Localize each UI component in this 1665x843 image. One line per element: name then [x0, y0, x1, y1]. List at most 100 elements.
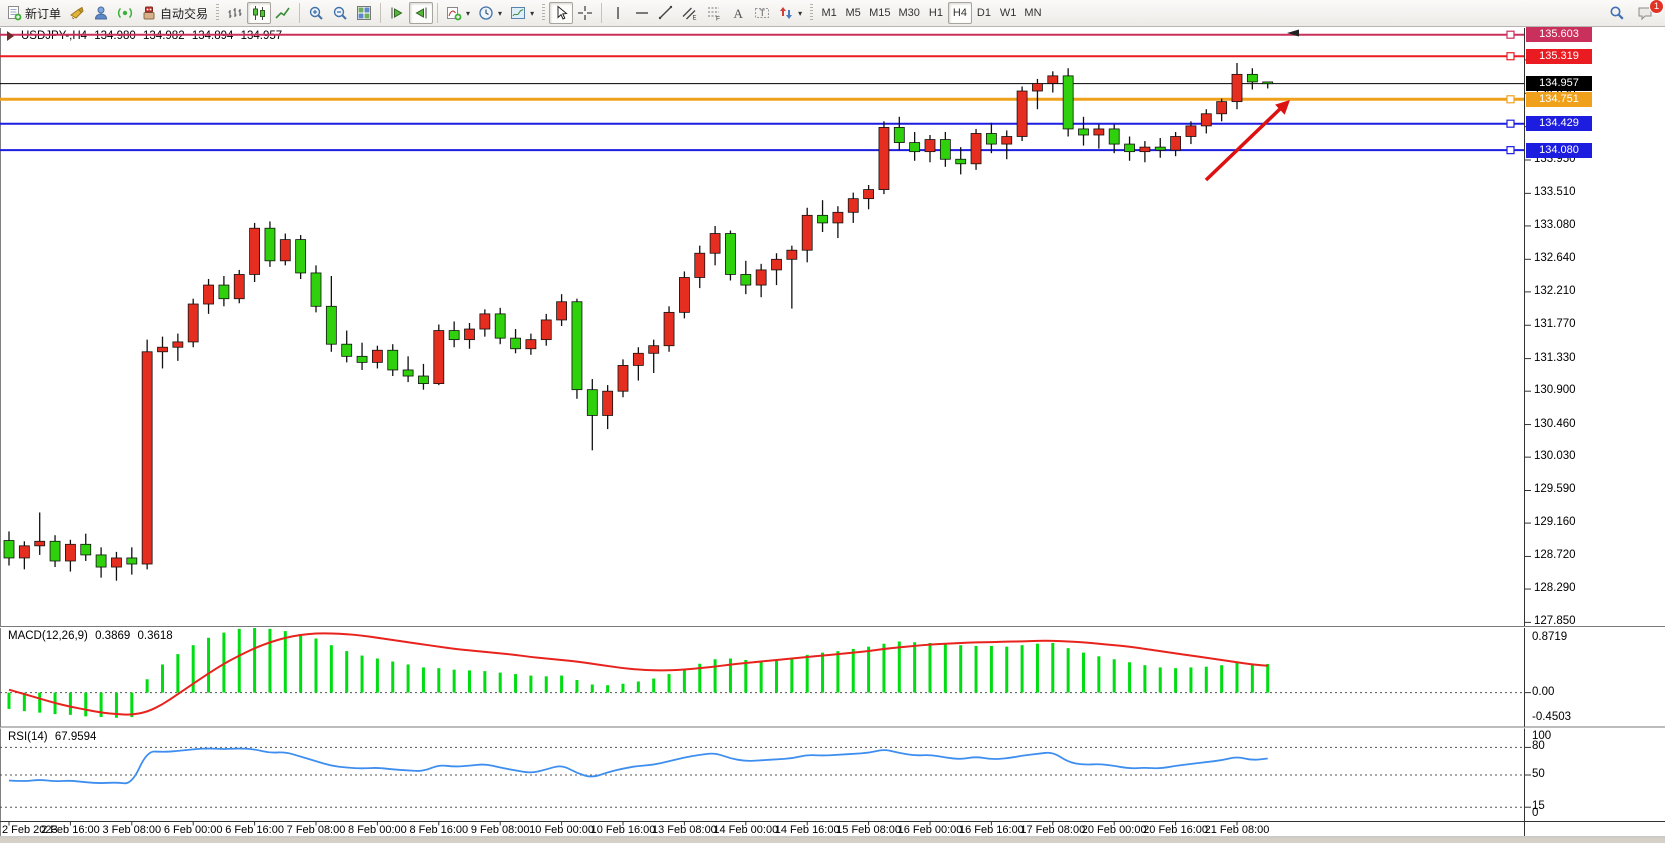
dropdown-caret-icon[interactable]: ▾ — [466, 8, 471, 18]
tf-M5[interactable]: M5 — [841, 2, 865, 24]
price-level-badge: 135.603 — [1526, 27, 1592, 43]
arrows-button[interactable]: ▾ — [774, 2, 806, 24]
toolbar-drag-handle[interactable] — [810, 4, 814, 22]
new-order-button-label: 新订单 — [25, 6, 62, 21]
time-tick-label: 8 Feb 16:00 — [409, 824, 469, 836]
time-tick-label: 3 Feb 08:00 — [102, 824, 162, 836]
price-tick-label: 128.720 — [1534, 549, 1576, 562]
vline-icon — [610, 5, 626, 21]
tf-H4[interactable]: H4 — [947, 2, 972, 24]
label-icon: T — [754, 5, 770, 21]
cursor-icon — [553, 5, 569, 21]
channel-button[interactable]: E — [678, 2, 702, 24]
time-tick-label: 21 Feb 08:00 — [1204, 824, 1270, 836]
tf-W1-label: W1 — [999, 7, 1017, 19]
time-tick-label: 6 Feb 00:00 — [163, 824, 223, 836]
time-tick-label: 14 Feb 00:00 — [713, 824, 779, 836]
price-tick-label: 129.160 — [1534, 516, 1576, 529]
market-watch-button[interactable] — [65, 2, 89, 24]
text-icon: A — [730, 5, 746, 21]
time-tick-label: 20 Feb 16:00 — [1143, 824, 1209, 836]
trendline-icon — [658, 5, 674, 21]
tf-H1[interactable]: H1 — [924, 2, 948, 24]
autotrading-button[interactable]: 自动交易 — [137, 2, 212, 24]
time-tick-label: 20 Feb 00:00 — [1081, 824, 1147, 836]
chart-canvas[interactable] — [0, 28, 1524, 836]
bar-chart-button[interactable] — [223, 2, 247, 24]
toolbar-separator — [601, 3, 603, 23]
tf-MN[interactable]: MN — [1020, 2, 1045, 24]
macd-min-label: -0.4503 — [1532, 711, 1572, 723]
toolbar-drag-handle[interactable] — [216, 4, 220, 22]
dropdown-caret-icon[interactable]: ▾ — [498, 8, 503, 18]
templates-button[interactable]: ▾ — [506, 2, 538, 24]
svg-text:E: E — [693, 16, 697, 22]
tf-D1[interactable]: D1 — [972, 2, 996, 24]
chart-close: 134.957 — [240, 30, 283, 42]
horn-icon — [69, 5, 85, 21]
tf-M15[interactable]: M15 — [865, 2, 894, 24]
candlestick-chart-button[interactable] — [247, 2, 272, 24]
price-tick-label: 129.590 — [1534, 483, 1576, 496]
time-tick-label: 2 Feb 2023 — [2, 824, 58, 836]
tf-H4-label: H4 — [952, 7, 967, 19]
macd-name: MACD(12,26,9) — [8, 630, 88, 642]
text-label-button[interactable]: T — [750, 2, 774, 24]
crosshair-button[interactable] — [573, 2, 597, 24]
time-tick-label: 9 Feb 08:00 — [470, 824, 530, 836]
tf-M1[interactable]: M1 — [817, 2, 841, 24]
new-order-button[interactable]: 新订单 — [2, 2, 65, 24]
rsi-value: 67.9594 — [54, 731, 97, 743]
macd-max-label: 0.8719 — [1532, 631, 1568, 643]
text-button[interactable]: A — [726, 2, 750, 24]
tile-windows-button[interactable] — [352, 2, 376, 24]
price-level-badge: 134.080 — [1526, 142, 1592, 158]
fibonacci-button[interactable]: F — [702, 2, 726, 24]
chart-open: 134.980 — [94, 30, 136, 42]
line-chart-button[interactable] — [271, 2, 295, 24]
tf-MN-label: MN — [1024, 7, 1042, 19]
tf-M1-label: M1 — [821, 7, 837, 19]
clock-icon — [478, 5, 494, 21]
autotrading-button-label: 自动交易 — [160, 6, 209, 21]
macd-label: MACD(12,26,9) 0.3869 0.3618 — [8, 630, 177, 642]
time-tick-label: 16 Feb 16:00 — [958, 824, 1024, 836]
zoom-out-button[interactable] — [328, 2, 352, 24]
cursor-button[interactable] — [549, 2, 574, 24]
price-level-badge: 134.429 — [1526, 116, 1592, 132]
horizontal-line-button[interactable] — [630, 2, 654, 24]
dropdown-caret-icon[interactable]: ▾ — [798, 8, 803, 18]
auto-scroll-button[interactable] — [385, 2, 409, 24]
rsi-tick-label: 15 — [1532, 800, 1545, 813]
navigator-button[interactable] — [89, 2, 113, 24]
tf-H1-label: H1 — [928, 7, 943, 19]
chart-shift-button[interactable] — [409, 2, 434, 24]
signals-button[interactable] — [113, 2, 137, 24]
tf-M30[interactable]: M30 — [895, 2, 924, 24]
vertical-line-button[interactable] — [606, 2, 630, 24]
chart-symbol-period: USDJPY-,H4 — [21, 30, 88, 42]
candles-icon — [251, 5, 267, 21]
time-tick-label: 2 Feb 16:00 — [41, 824, 100, 836]
signal-icon — [117, 5, 133, 21]
price-tick-label: 130.460 — [1534, 417, 1576, 430]
macd-signal-value: 0.3618 — [137, 630, 173, 642]
line-icon — [275, 5, 291, 21]
zoom-in-button[interactable] — [304, 2, 328, 24]
search-button[interactable] — [1605, 2, 1629, 24]
shift-icon — [413, 5, 429, 21]
dropdown-caret-icon[interactable]: ▾ — [530, 8, 535, 18]
time-tick-label: 13 Feb 08:00 — [651, 824, 717, 836]
price-tick-label: 131.770 — [1534, 318, 1576, 331]
periods-button[interactable]: ▾ — [474, 2, 506, 24]
price-tick-label: 132.640 — [1534, 252, 1576, 265]
indicators-button[interactable]: ▾ — [442, 2, 474, 24]
price-tick-label: 131.330 — [1534, 351, 1576, 364]
price-tick-label: 130.900 — [1534, 384, 1576, 397]
toolbar-drag-handle[interactable] — [542, 4, 546, 22]
tf-M15-label: M15 — [869, 7, 891, 19]
templates-icon — [510, 5, 526, 21]
trendline-button[interactable] — [654, 2, 678, 24]
notification-count-badge: 1 — [1649, 0, 1664, 14]
tf-W1[interactable]: W1 — [996, 2, 1021, 24]
